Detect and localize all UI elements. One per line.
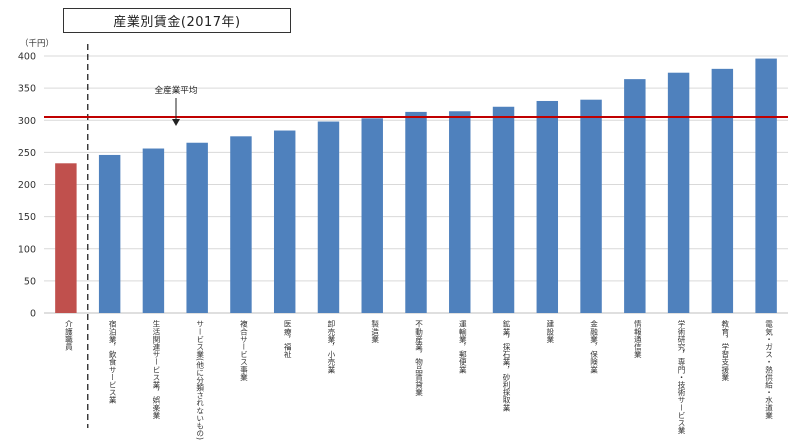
- y-tick-label: 350: [18, 84, 36, 95]
- x-tick-label: 学術研究，専門・技術サービス業: [677, 319, 686, 435]
- reference-line-label: 全産業平均: [155, 84, 198, 96]
- bar: [580, 99, 602, 313]
- bar: [755, 58, 777, 313]
- bar: [361, 118, 383, 313]
- y-tick-label: 50: [24, 276, 36, 287]
- bar: [405, 111, 427, 314]
- x-tick-label: 金融業，保険業: [589, 319, 598, 375]
- x-tick-label: 複合サービス事業: [239, 319, 248, 382]
- chart-title: 産業別賃金(2017年): [63, 8, 291, 33]
- y-tick-label: 300: [18, 116, 36, 127]
- y-tick-label: 400: [18, 52, 36, 63]
- bar: [492, 106, 515, 313]
- bar: [449, 111, 471, 313]
- x-tick-label: 不動産業，物品賃貸業: [414, 320, 423, 397]
- x-tick-label: 電気・ガス・熱供給・水道業: [764, 320, 773, 420]
- bar: [317, 121, 340, 313]
- x-tick-label: 運輸業，郵便業: [458, 320, 467, 375]
- bar: [98, 154, 121, 313]
- x-tick-label: 情報通信業: [633, 319, 642, 359]
- y-tick-label: 250: [18, 148, 36, 159]
- bar: [142, 148, 165, 313]
- y-unit-label: （千円）: [20, 38, 54, 49]
- x-tick-label: 医療，福祉: [283, 320, 292, 359]
- bar: [711, 68, 734, 313]
- x-tick-label: 鉱業，採石業，砂利採取業: [502, 319, 511, 413]
- y-tick-label: 150: [18, 212, 36, 223]
- bar: [624, 79, 646, 313]
- bar: [667, 72, 690, 313]
- y-tick-label: 100: [18, 244, 36, 255]
- bar: [536, 100, 559, 313]
- x-tick-label: 教育，学習支援業: [721, 319, 730, 382]
- x-tick-label: 建設業: [546, 319, 555, 344]
- bar: [186, 142, 208, 313]
- x-tick-label: 宿泊業，飲食サービス業: [108, 319, 117, 405]
- x-tick-label: サービス業(他に分類されないもの): [195, 320, 204, 440]
- y-tick-label: 0: [30, 309, 36, 320]
- reference-arrow-head: [172, 119, 180, 126]
- x-tick-label: 卸売業，小売業: [327, 319, 336, 375]
- x-tick-label: 介護職員: [64, 320, 73, 352]
- x-tick-label: 製造業: [371, 319, 380, 344]
- bar: [273, 130, 296, 313]
- bar: [55, 163, 77, 313]
- bar: [230, 136, 252, 313]
- y-tick-label: 200: [18, 180, 36, 191]
- x-tick-label: 生活関連サービス業，娯楽業: [152, 319, 161, 420]
